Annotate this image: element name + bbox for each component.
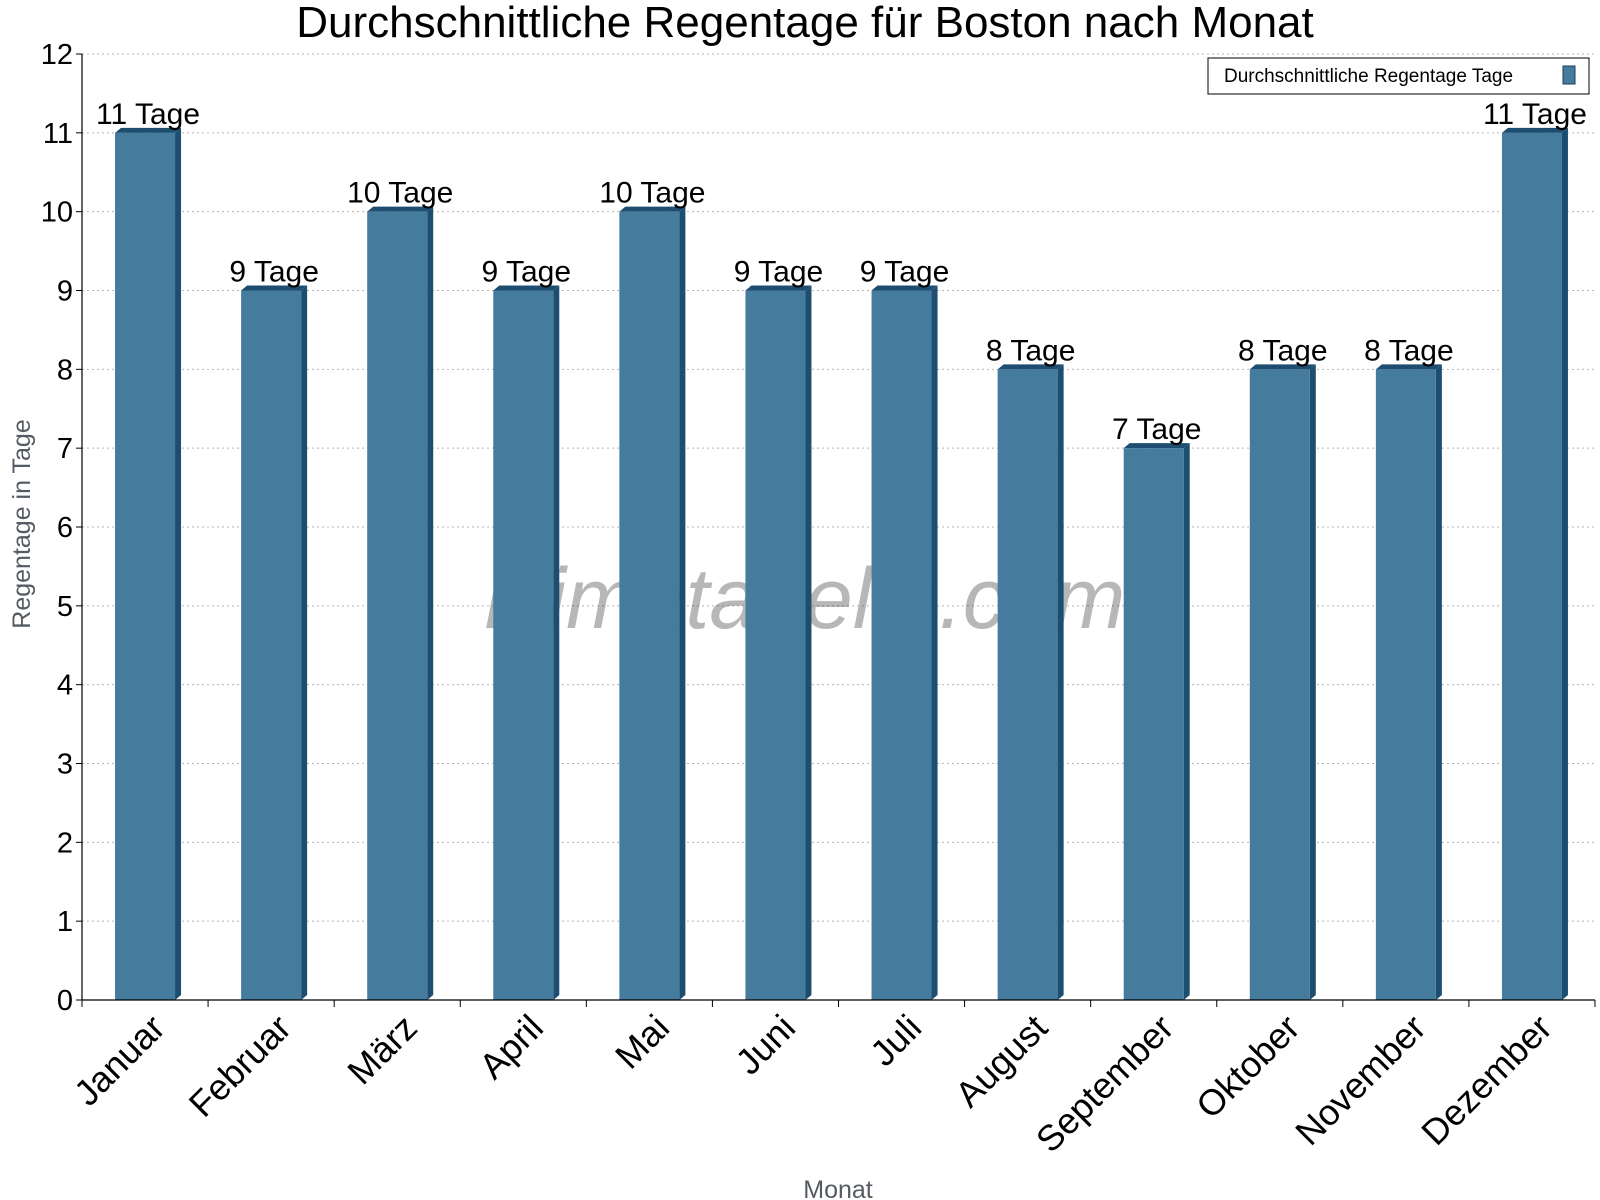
x-tick-label: August: [947, 1007, 1055, 1115]
bar-side: [1561, 127, 1568, 1001]
y-tick-label: 4: [57, 670, 73, 702]
bar: [1123, 448, 1184, 1001]
bar-side: [1183, 443, 1190, 1001]
y-tick-label: 10: [41, 197, 73, 229]
bar-top: [1249, 364, 1316, 370]
data-label: 11 Tage: [1483, 98, 1587, 131]
data-label: 8 Tage: [1238, 334, 1328, 367]
bar-top: [241, 285, 308, 291]
bar-side: [175, 127, 182, 1001]
bar-top: [493, 285, 560, 291]
bar-top: [871, 285, 938, 291]
legend-swatch: [1562, 65, 1576, 85]
x-tick-label: März: [339, 1007, 425, 1093]
grid-lines: [82, 53, 1595, 922]
x-tick-label: Juni: [727, 1007, 803, 1083]
bar-side: [1309, 364, 1316, 1000]
bar-top: [1501, 127, 1568, 133]
bar-top: [1123, 443, 1190, 449]
bar-side: [427, 206, 434, 1000]
bar-top: [997, 364, 1064, 370]
y-tick-label: 0: [57, 985, 73, 1017]
bar-series: [115, 127, 1568, 1001]
y-tick-label: 3: [57, 749, 73, 781]
x-tick-label: Dezember: [1413, 1007, 1559, 1153]
y-tick-label: 2: [57, 827, 73, 859]
data-label: 10 Tage: [347, 177, 453, 210]
y-tick-label: 5: [57, 591, 73, 623]
x-tick-label: September: [1028, 1007, 1182, 1161]
data-label: 8 Tage: [986, 334, 1076, 367]
bar-top: [619, 206, 686, 212]
x-tick-label: November: [1287, 1007, 1433, 1153]
bar-side: [931, 285, 938, 1000]
bar: [493, 290, 554, 1000]
bar-side: [553, 285, 560, 1000]
legend-label: Durchschnittliche Regentage Tage: [1224, 66, 1513, 87]
bar: [1249, 369, 1310, 1000]
data-label: 9 Tage: [482, 256, 572, 289]
legend: Durchschnittliche Regentage Tage: [1207, 57, 1590, 95]
y-tick-label: 12: [41, 39, 73, 71]
legend-box: [1207, 57, 1590, 95]
bar-top: [115, 127, 182, 133]
bar: [997, 369, 1058, 1000]
bar: [871, 290, 932, 1000]
y-tick-label: 1: [57, 906, 73, 938]
y-tick-label: 6: [57, 512, 73, 544]
x-axis-ticks: Januar Februar März April Mai Juni Juli AugustS…: [66, 1000, 1596, 1161]
bar-top: [745, 285, 812, 291]
data-label: 9 Tage: [860, 256, 950, 289]
data-label: 7 Tage: [1112, 413, 1202, 446]
data-label: 9 Tage: [229, 256, 319, 289]
bar: [367, 211, 428, 1000]
bar: [241, 290, 302, 1000]
x-tick-label: Oktober: [1188, 1007, 1308, 1127]
data-label: 11 Tage: [96, 98, 200, 131]
y-tick-label: 7: [57, 433, 73, 465]
x-tick-label: Juli: [862, 1007, 929, 1074]
y-tick-label: 8: [57, 354, 73, 386]
bar: [115, 132, 176, 1001]
bar-top: [1375, 364, 1442, 370]
bar: [619, 211, 680, 1000]
data-label: 10 Tage: [599, 177, 705, 210]
data-labels: 11 Tage 9 Tage 10 Tage 9 Tage 10 Tage 9 Tage 9…: [96, 98, 1587, 446]
y-tick-label: 9: [57, 276, 73, 308]
x-tick-label: Januar: [66, 1007, 173, 1114]
x-tick-label: April: [471, 1007, 551, 1087]
y-tick-label: 11: [43, 118, 73, 150]
x-tick-label: Februar: [181, 1007, 299, 1125]
data-label: 8 Tage: [1364, 334, 1454, 367]
x-tick-label: Mai: [607, 1007, 677, 1077]
bar-side: [1435, 364, 1442, 1000]
bar: [1501, 132, 1562, 1001]
chart-title: Durchschnittliche Regentage für Boston n…: [296, 0, 1313, 47]
bar: [1375, 369, 1436, 1000]
bar: [745, 290, 806, 1000]
bar-top: [367, 206, 434, 212]
bar-side: [1057, 364, 1064, 1000]
x-axis-label: Monat: [803, 1176, 873, 1200]
data-label: 9 Tage: [734, 256, 824, 289]
bar-side: [679, 206, 686, 1000]
bar-side: [805, 285, 812, 1000]
y-axis-label: Regentage in Tage: [8, 419, 36, 628]
bar-side: [301, 285, 308, 1000]
